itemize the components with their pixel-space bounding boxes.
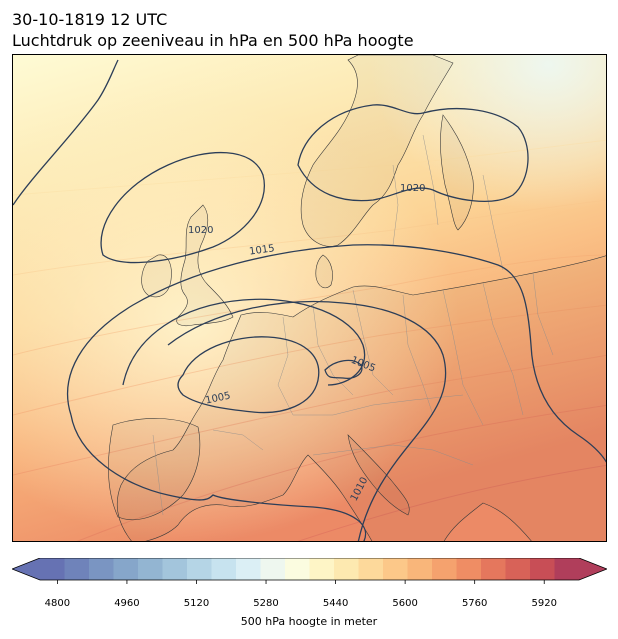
colorbar-extend-high	[579, 558, 607, 580]
isobar-label: 1005	[204, 390, 231, 406]
colorbar-swatch	[113, 558, 139, 580]
isobar-1005-east	[324, 359, 363, 379]
isobar-label: 1020	[188, 225, 213, 236]
colorbar-tick-label: 5600	[392, 598, 418, 609]
finland-coast	[440, 114, 474, 231]
scandinavia-coast	[300, 55, 454, 247]
colorbar-swatch	[211, 558, 237, 580]
ireland-coast	[141, 254, 172, 298]
colorbar-tick-label: 4960	[114, 598, 140, 609]
colorbar-label: 500 hPa hoogte in meter	[240, 615, 378, 628]
great-britain-coast	[176, 204, 234, 327]
country-borders	[152, 134, 554, 516]
height-low-shading	[13, 55, 606, 541]
colorbar	[10, 557, 609, 594]
colorbar-tick-label: 5280	[253, 598, 279, 609]
isobar-1005	[177, 336, 320, 414]
colorbar-swatch	[260, 558, 286, 580]
denmark-coast	[315, 254, 333, 289]
colorbar-swatch	[407, 558, 433, 580]
colorbar-swatch	[89, 558, 115, 580]
isobar-label: 1020	[400, 183, 425, 194]
isobars	[13, 59, 606, 541]
colorbar-swatch	[358, 558, 384, 580]
isobar-1020-northeast	[297, 104, 529, 202]
colorbar-swatch	[236, 558, 262, 580]
colorbar-swatch	[530, 558, 556, 580]
continental-europe-coast	[116, 255, 606, 541]
colorbar-swatch	[456, 558, 482, 580]
colorbar-swatch	[285, 558, 311, 580]
isobar-1020-west	[100, 151, 265, 264]
colorbar-tick-label: 5920	[531, 598, 557, 609]
isobar-1010	[70, 414, 367, 541]
isobar-1015	[67, 244, 606, 463]
colorbar-swatch	[481, 558, 507, 580]
colorbar-swatch	[138, 558, 164, 580]
colorbar-tick-label: 5760	[461, 598, 488, 609]
colorbar-swatch	[505, 558, 531, 580]
isobar-1020-outer-west	[13, 59, 119, 206]
colorbar-swatch	[334, 558, 360, 580]
colorbar-swatch	[309, 558, 335, 580]
colorbar-tick-label: 4800	[44, 598, 71, 609]
colorbar-swatch	[383, 558, 409, 580]
height-contour-bands	[13, 139, 606, 541]
colorbar-swatch	[162, 558, 188, 580]
colorbar-tick-label: 5440	[322, 598, 349, 609]
colorbar-swatch	[187, 558, 213, 580]
land-masses	[108, 55, 606, 541]
iberia-coast	[108, 418, 201, 521]
colorbar-extend-low	[12, 558, 40, 580]
isobar-label: 1015	[249, 243, 276, 257]
weather-map: 1020 1020 1015 1005 1005 1010	[12, 54, 607, 542]
italy-coast	[347, 434, 410, 516]
colorbar-swatch	[40, 558, 66, 580]
colorbar-swatch	[432, 558, 458, 580]
colorbar-tick-label: 5120	[183, 598, 210, 609]
isobar-1010-inner	[167, 300, 447, 541]
chart-subtitle: Luchtdruk op zeeniveau in hPa en 500 hPa…	[12, 31, 414, 50]
colorbar-swatch	[64, 558, 90, 580]
colorbar-swatch	[554, 558, 580, 580]
chart-date-title: 30-10-1819 12 UTC	[12, 10, 168, 29]
